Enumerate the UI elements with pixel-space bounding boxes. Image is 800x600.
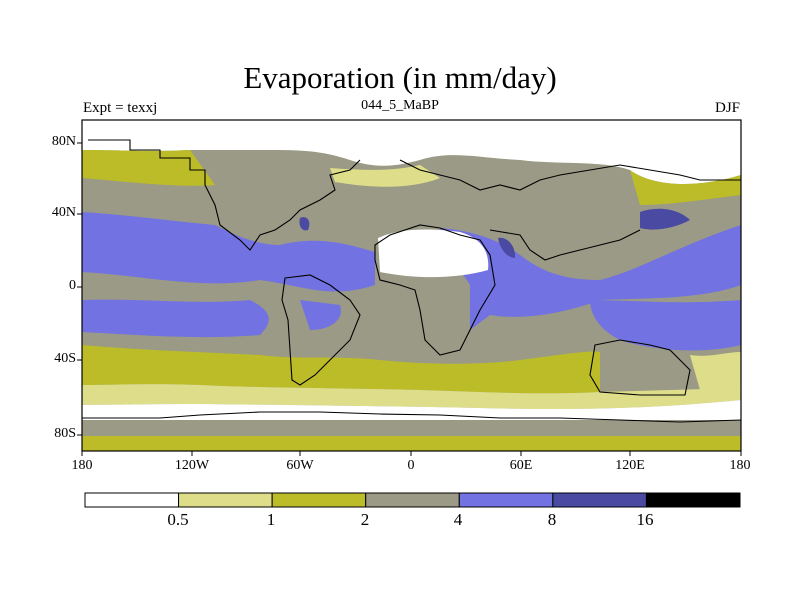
map-region-north-yellow-1 bbox=[82, 150, 215, 186]
colorbar-swatch bbox=[271, 492, 367, 508]
colorbar-swatch bbox=[365, 492, 460, 508]
map-region-southern-lightyellow bbox=[82, 384, 741, 410]
map-region-sahara bbox=[378, 229, 489, 278]
map-region-southern-yellow bbox=[82, 345, 600, 394]
lat-tick-40n: 40N bbox=[51, 205, 76, 220]
map-region-north-lightyellow bbox=[330, 165, 440, 187]
colorbar-label-1: 1 bbox=[266, 510, 276, 529]
lat-tick-80s: 80S bbox=[54, 426, 76, 441]
season-label: DJF bbox=[714, 100, 740, 116]
map-region-south-west-pacific bbox=[590, 300, 741, 351]
colorbar-label-8: 8 bbox=[547, 510, 557, 529]
coastline-south-asia bbox=[489, 229, 641, 261]
colorbar-label-4: 4 bbox=[453, 510, 463, 529]
map-region-indian-west-pacific bbox=[440, 225, 741, 330]
colorbar-swatch bbox=[458, 492, 554, 508]
lon-tick-120w: 120W bbox=[174, 458, 210, 473]
lon-tick-120e: 120E bbox=[615, 458, 645, 473]
map-region-antarctic-yellow bbox=[82, 436, 741, 451]
experiment-label: Expt = texxj bbox=[83, 100, 158, 116]
lon-tick-0: 0 bbox=[407, 458, 415, 473]
lon-tick-60e: 60E bbox=[509, 458, 533, 473]
map-region-kuroshio bbox=[640, 208, 690, 230]
lon-tick-180w: 180 bbox=[71, 458, 93, 473]
colorbar-swatch bbox=[84, 492, 180, 508]
coastline-africa bbox=[374, 224, 496, 356]
map-region-north-yellow-2 bbox=[630, 170, 741, 205]
colorbar-label-16: 16 bbox=[636, 510, 654, 529]
lat-tick-40s: 40S bbox=[54, 351, 76, 366]
colorbar-label-2: 2 bbox=[360, 510, 370, 529]
lat-tick-0: 0 bbox=[69, 278, 76, 293]
lon-tick-60w: 60W bbox=[286, 458, 314, 473]
coastlines bbox=[82, 139, 742, 423]
map-region-antarctic-grey bbox=[82, 420, 741, 436]
lon-tick-180e: 180 bbox=[729, 458, 751, 473]
map-region-pacific-tropic bbox=[82, 212, 375, 292]
lat-tick-80n: 80N bbox=[51, 134, 76, 149]
colorbar-label-0-5: 0.5 bbox=[167, 510, 189, 529]
map-region-arabian bbox=[498, 237, 516, 258]
coastline-north-america bbox=[88, 139, 361, 251]
chart-title: Evaporation (in mm/day) bbox=[243, 60, 557, 95]
chart-subtitle: 044_5_MaBP bbox=[361, 98, 439, 113]
axis-ticks bbox=[77, 142, 742, 456]
coastline-south-america bbox=[281, 274, 361, 386]
colorbar bbox=[84, 492, 741, 508]
coastline-eurasia-north bbox=[399, 159, 741, 191]
coastline-antarctica bbox=[82, 411, 742, 423]
colorbar-swatch bbox=[645, 492, 741, 508]
map-plot bbox=[77, 119, 742, 456]
map-region-gulf-stream bbox=[299, 217, 310, 231]
coastline-australia bbox=[589, 339, 691, 396]
map-region-tasman-lightyellow bbox=[690, 352, 741, 390]
colorbar-swatch bbox=[552, 492, 647, 508]
map-region-south-pacific bbox=[82, 299, 269, 338]
map-region-north-white bbox=[82, 120, 741, 185]
map-region-antarctic-white bbox=[82, 400, 741, 420]
colorbar-swatch bbox=[178, 492, 273, 508]
map-region-south-atlantic bbox=[300, 300, 341, 330]
